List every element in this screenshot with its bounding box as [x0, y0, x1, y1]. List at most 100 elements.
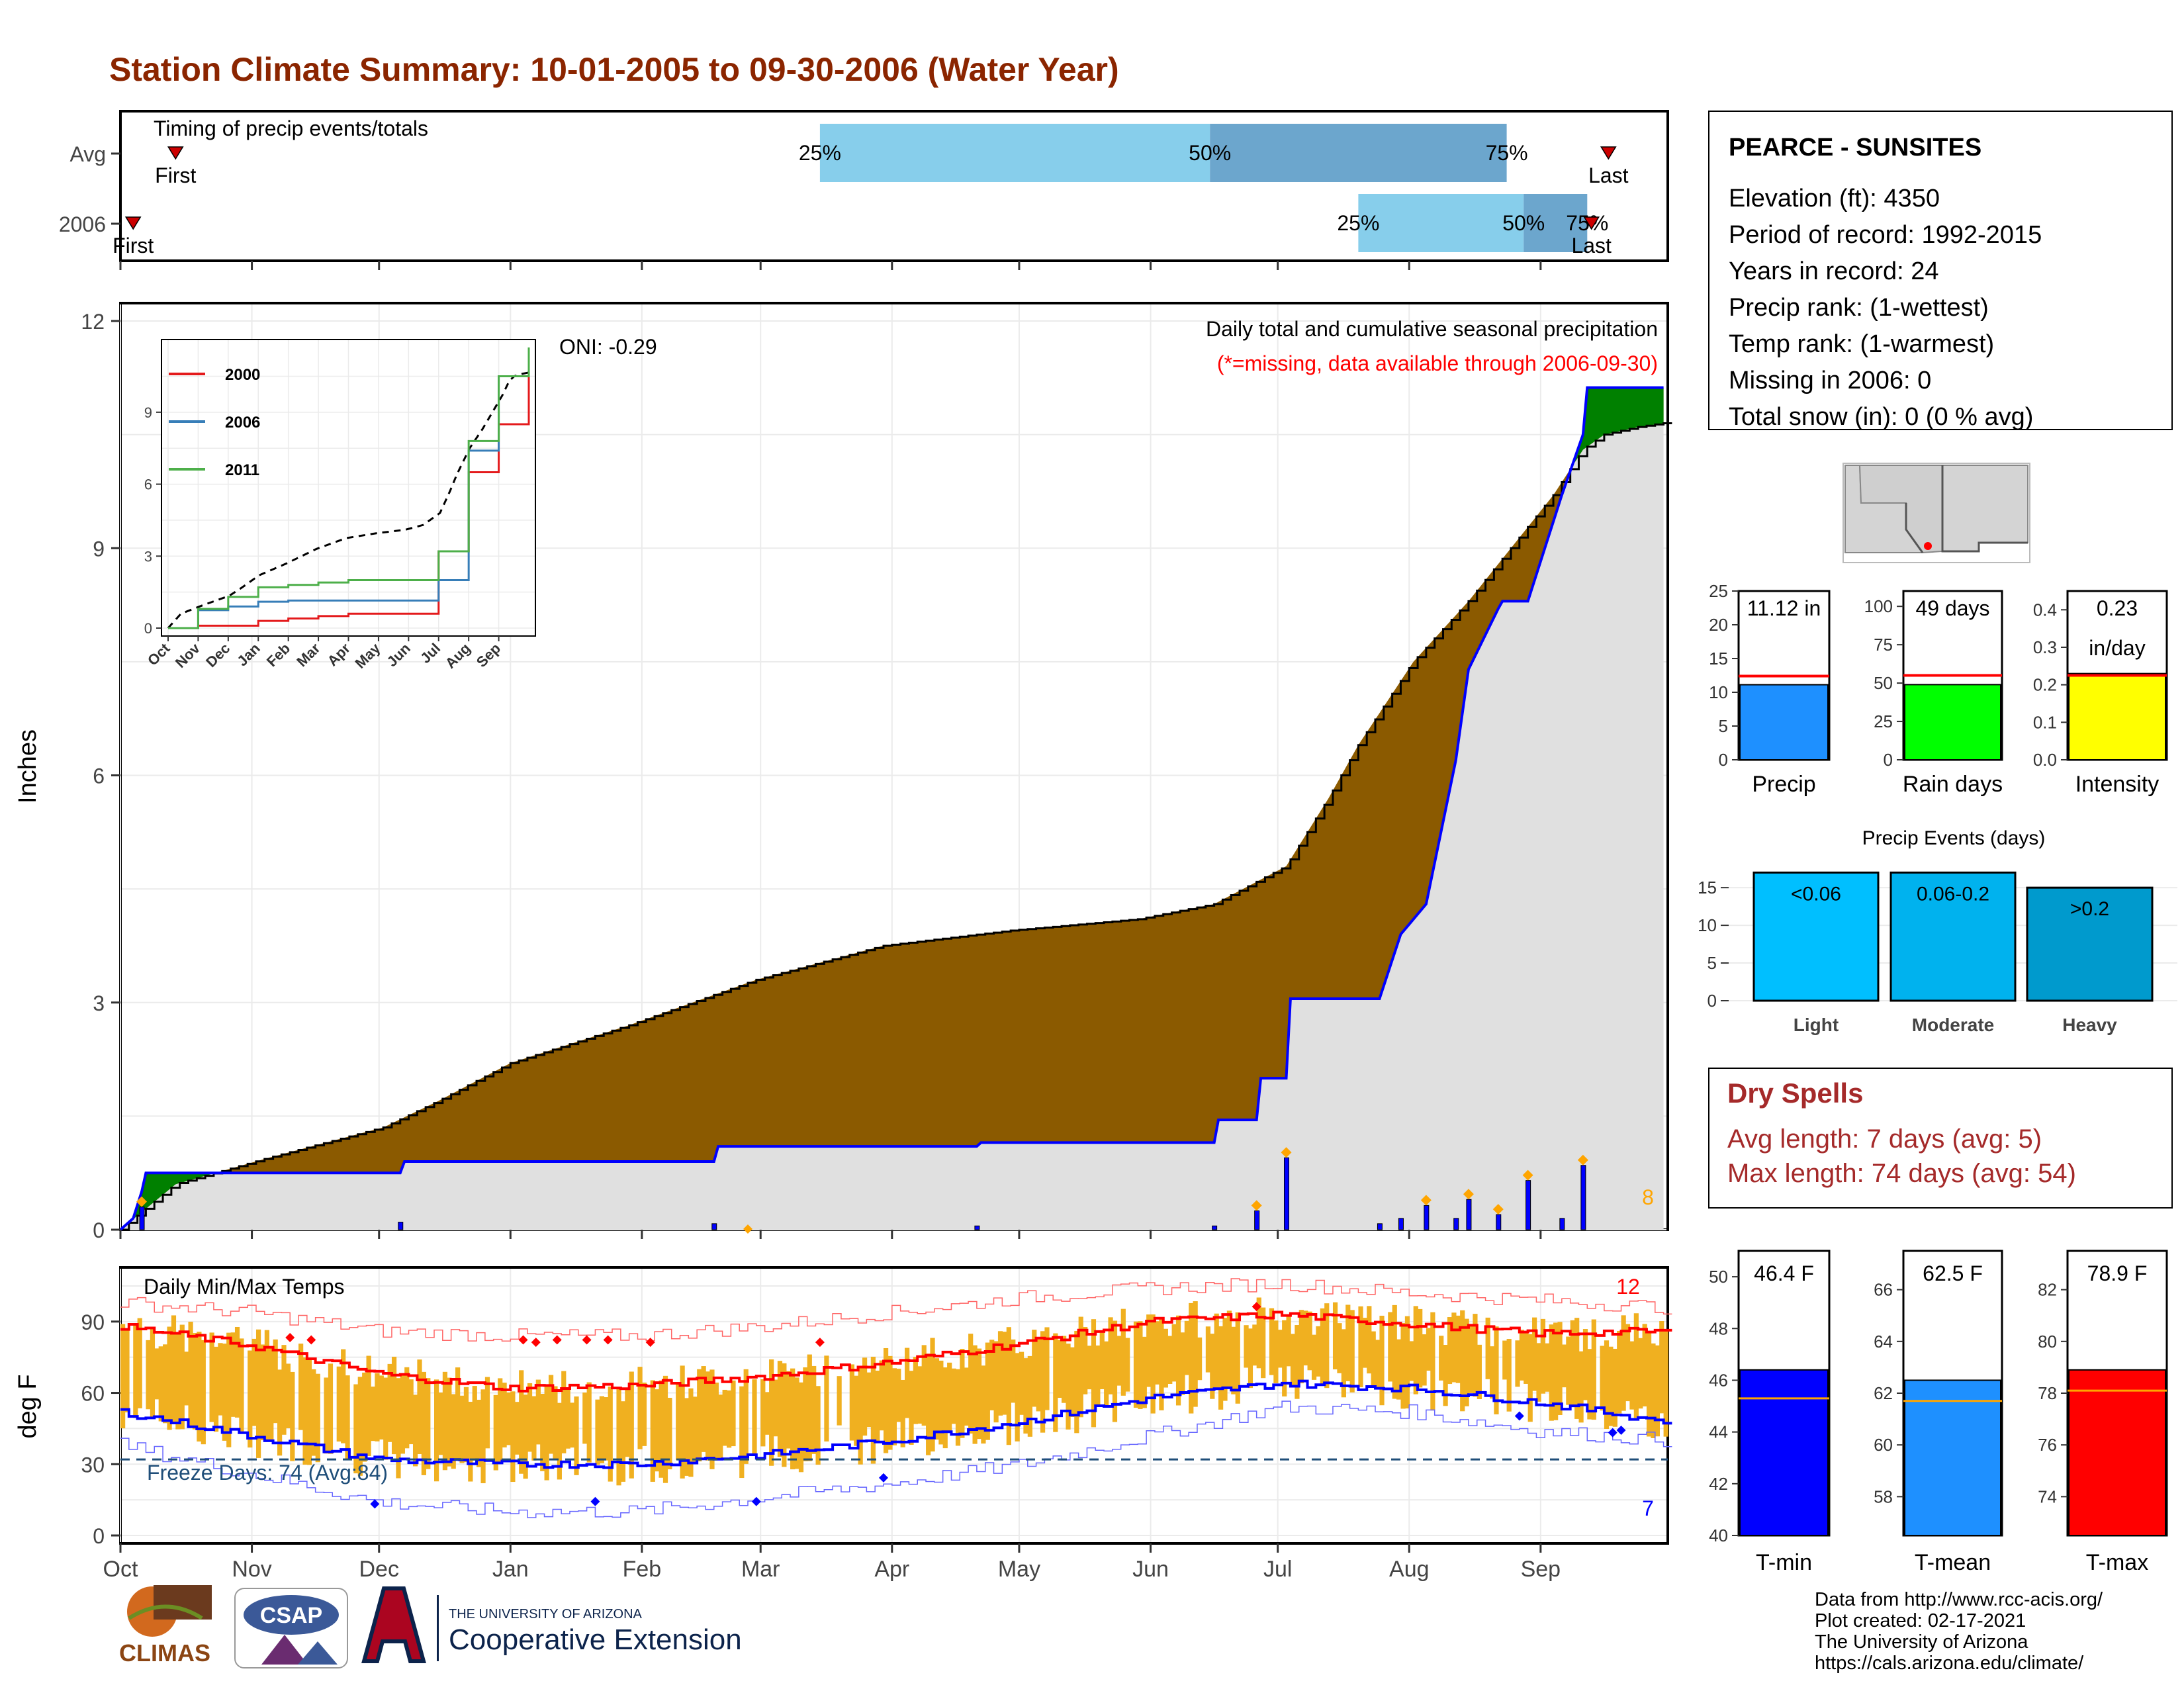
precip-stat-ytick-label: 0.4	[2033, 600, 2057, 619]
precip-stat-label: Rain days	[1903, 772, 2003, 797]
precip-daily-bar	[1254, 1210, 1260, 1230]
temp-daily-bar	[951, 1368, 956, 1424]
temp-daily-bar	[709, 1369, 715, 1469]
temp-daily-bar	[1244, 1325, 1249, 1368]
temp-month-label: Nov	[232, 1557, 271, 1582]
temp-daily-bar	[1104, 1341, 1109, 1406]
temp-daily-bar	[1197, 1337, 1203, 1381]
temp-daily-bar	[1133, 1321, 1139, 1408]
temp-daily-bar	[743, 1369, 749, 1464]
temp-daily-bar	[1443, 1345, 1448, 1406]
temp-stat-value: 78.9 F	[2087, 1261, 2148, 1285]
temp-daily-bar	[1367, 1306, 1372, 1374]
temp-daily-bar	[692, 1396, 698, 1464]
temp-record-low-marker	[878, 1473, 888, 1483]
temp-daily-bar	[1154, 1321, 1160, 1385]
temp-daily-bar	[1295, 1325, 1300, 1399]
temp-stat-value: 46.4 F	[1754, 1261, 1814, 1285]
precip-daily-bar	[711, 1223, 717, 1230]
temp-daily-bar	[854, 1375, 859, 1446]
temp-daily-bar	[523, 1394, 528, 1479]
temp-daily-bar	[484, 1377, 490, 1449]
temp-daily-bar	[255, 1329, 261, 1458]
temp-daily-bar	[514, 1402, 520, 1455]
temp-daily-bar	[477, 1399, 482, 1467]
footer-line: Data from http://www.rcc-acis.org/	[1815, 1589, 2103, 1610]
temp-record-low-marker	[1616, 1426, 1626, 1435]
temp-daily-bar	[451, 1394, 456, 1469]
temp-stat-ytick-label: 42	[1709, 1474, 1728, 1494]
temp-daily-bar	[604, 1397, 609, 1461]
temp-daily-bar	[1358, 1306, 1363, 1387]
temp-daily-bar	[341, 1349, 346, 1443]
temp-daily-bar	[1430, 1312, 1435, 1411]
temp-daily-bar	[146, 1340, 151, 1410]
temp-daily-bar	[837, 1376, 842, 1426]
temp-stat-ytick-label: 58	[1874, 1486, 1893, 1506]
events-bar	[1752, 871, 1880, 1002]
temp-daily-bar	[1286, 1314, 1291, 1367]
temp-daily-bar	[472, 1386, 477, 1461]
temp-daily-bar	[375, 1373, 380, 1441]
temp-daily-bar	[213, 1346, 219, 1432]
temp-record-high-line	[120, 1278, 1672, 1342]
temp-daily-bar	[163, 1344, 168, 1424]
temp-daily-bar	[226, 1332, 232, 1447]
temp-stats: 40 42 44 46 48 50 46.4 F T-min 58 60 62 64 66 62.5 F T…	[1709, 1250, 2168, 1575]
temp-avg-min-line	[120, 1379, 1672, 1469]
temp-daily-bar	[1095, 1345, 1101, 1405]
temp-daily-bar	[1235, 1312, 1240, 1404]
temp-month-label: Mar	[741, 1557, 780, 1582]
temp-daily-bar	[1553, 1322, 1559, 1420]
csap-logo: CSAP	[234, 1588, 348, 1668]
dry-spells-box: Dry Spells Avg length: 7 days (avg: 5) M…	[1708, 1068, 2173, 1209]
precip-ytick-label: 9	[93, 537, 105, 561]
temp-daily-bar	[1422, 1334, 1427, 1386]
temp-stat-ytick-label: 64	[1874, 1332, 1893, 1351]
temp-daily-bar	[786, 1371, 791, 1449]
temp-daily-bar	[158, 1346, 163, 1422]
temp-daily-bar	[1290, 1334, 1296, 1388]
precip-daily-bar	[139, 1207, 145, 1230]
temp-daily-bar	[1536, 1343, 1541, 1402]
precip-stat-ytick-label: 75	[1874, 635, 1893, 655]
locator-map	[1843, 463, 2030, 563]
temp-daily-bar	[408, 1379, 414, 1445]
temp-daily-bar	[1248, 1328, 1253, 1389]
precip-daily-bar	[1525, 1180, 1531, 1230]
temp-record-low-marker	[751, 1496, 761, 1506]
precip-stat-ytick-label: 25	[1709, 581, 1728, 601]
temp-daily-bar	[1379, 1315, 1385, 1406]
temp-daily-bar	[659, 1380, 664, 1478]
temp-month-label: Sep	[1521, 1557, 1561, 1582]
temp-daily-bar	[608, 1387, 613, 1482]
temp-daily-bar	[684, 1398, 690, 1476]
temp-daily-bar	[849, 1364, 854, 1441]
timing-q75-label: 75%	[1486, 141, 1528, 165]
footer-line: https://cals.arizona.edu/climate/	[1815, 1653, 2084, 1674]
temp-daily-bar	[1337, 1323, 1342, 1373]
temp-daily-bar	[137, 1318, 142, 1408]
temp-daily-bar	[1464, 1318, 1469, 1406]
station-location-marker	[1924, 542, 1932, 550]
temp-daily-bar	[1375, 1340, 1381, 1389]
temp-daily-bar	[455, 1367, 461, 1459]
temp-daily-bar	[1655, 1345, 1660, 1437]
temp-daily-bar	[905, 1348, 910, 1418]
temp-daily-bar	[192, 1333, 198, 1430]
temp-daily-bar	[926, 1353, 931, 1455]
temp-stat-ytick-label: 74	[2038, 1486, 2057, 1506]
temp-daily-bar	[718, 1394, 723, 1459]
precip-daily-bar	[1466, 1199, 1472, 1230]
timing-last-marker	[1600, 146, 1617, 160]
inset-legend-label: 2011	[225, 461, 259, 479]
temp-stat-ytick-label: 44	[1709, 1422, 1728, 1442]
precip-daily-bar	[398, 1222, 404, 1230]
temp-daily-bar	[1307, 1311, 1312, 1371]
temp-daily-bar	[697, 1369, 702, 1462]
temp-daily-bar	[1019, 1351, 1024, 1415]
temp-daily-bar	[1651, 1343, 1656, 1439]
temp-daily-bar	[739, 1386, 745, 1479]
temp-daily-bar	[553, 1386, 558, 1460]
temp-stat-ytick-label: 40	[1709, 1526, 1728, 1545]
